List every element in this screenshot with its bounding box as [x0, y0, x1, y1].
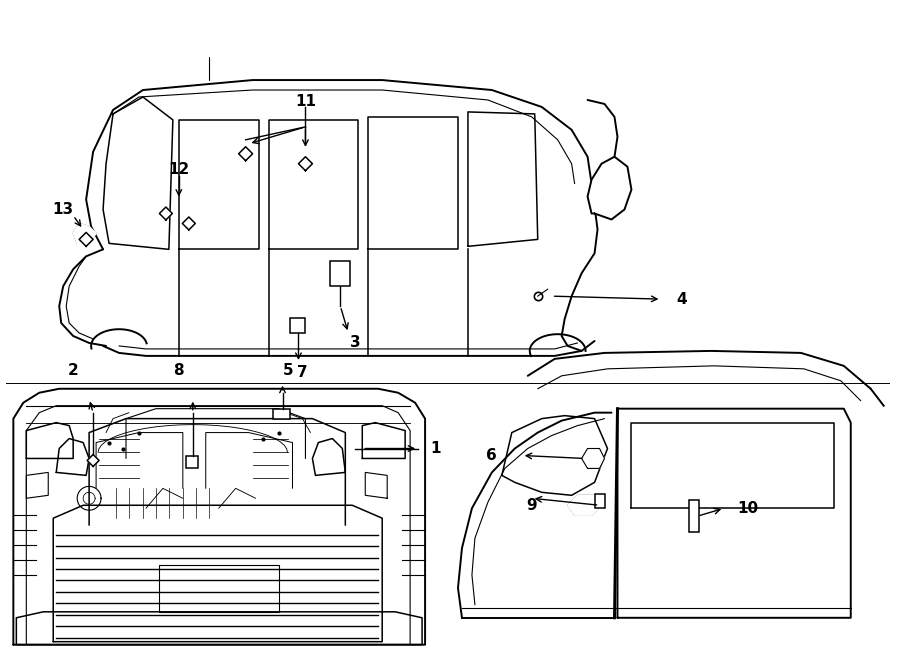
Polygon shape — [159, 207, 173, 220]
Text: 4: 4 — [676, 292, 687, 307]
Text: 13: 13 — [52, 202, 74, 217]
Text: 11: 11 — [295, 95, 316, 110]
Polygon shape — [87, 455, 99, 467]
Text: 2: 2 — [68, 364, 78, 378]
Bar — [330, 261, 350, 286]
Text: 10: 10 — [737, 501, 758, 516]
Polygon shape — [183, 217, 195, 230]
Polygon shape — [238, 147, 253, 161]
Polygon shape — [588, 157, 632, 219]
Polygon shape — [581, 449, 605, 469]
Text: 9: 9 — [526, 498, 537, 513]
Text: 3: 3 — [350, 335, 361, 350]
Text: 7: 7 — [297, 366, 308, 380]
Text: 6: 6 — [487, 448, 497, 463]
Bar — [595, 494, 605, 508]
Polygon shape — [568, 495, 601, 515]
Text: 8: 8 — [174, 364, 184, 378]
Polygon shape — [299, 157, 312, 171]
Text: 5: 5 — [284, 364, 293, 378]
Bar — [185, 457, 198, 469]
Bar — [689, 500, 699, 532]
Bar — [291, 318, 305, 333]
Polygon shape — [79, 233, 93, 247]
Bar — [273, 408, 291, 418]
Text: 12: 12 — [168, 162, 190, 177]
Polygon shape — [73, 223, 96, 243]
Text: 1: 1 — [430, 441, 441, 456]
